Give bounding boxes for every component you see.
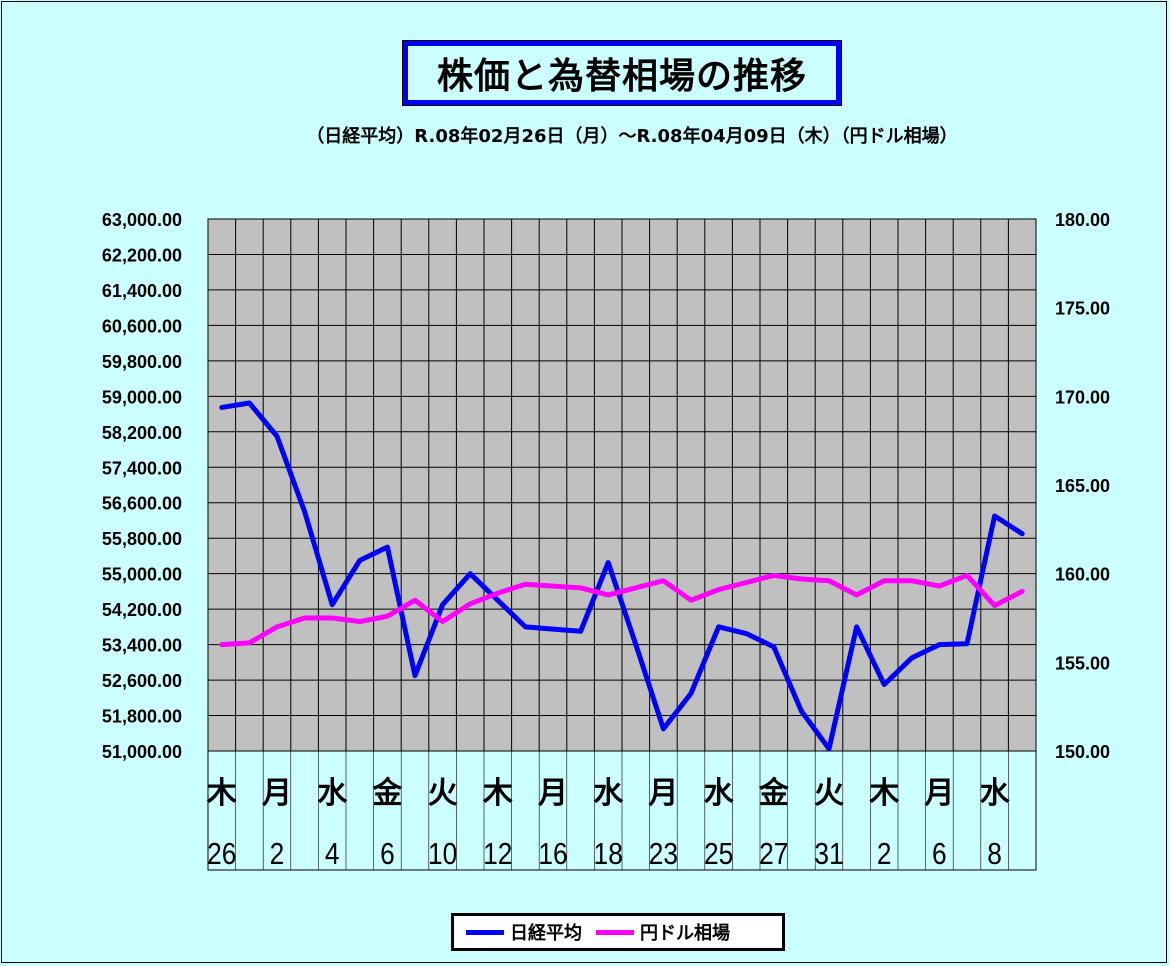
right-tick-label: 170.00: [1055, 387, 1110, 407]
series-line-nikkei: [219, 400, 1025, 752]
x-weekday-label: 火: [814, 776, 844, 811]
x-day-label: 25: [704, 837, 733, 871]
legend-label-yen: 円ドル相場: [640, 923, 730, 944]
left-tick-label: 51,800.00: [102, 707, 182, 727]
x-day-label: 27: [759, 837, 788, 871]
x-weekday-label: 月: [262, 776, 292, 811]
right-tick-label: 175.00: [1055, 299, 1110, 319]
x-weekday-label: 水: [317, 776, 348, 811]
x-day-label: 6: [380, 837, 395, 871]
x-weekday-label: 木: [206, 776, 237, 811]
x-day-label: 2: [270, 837, 285, 871]
x-day-label: 23: [649, 837, 678, 871]
legend-item-nikkei: 日経平均: [466, 919, 582, 945]
x-day-label: 2: [877, 837, 892, 871]
left-tick-label: 55,000.00: [102, 565, 182, 585]
x-weekday-label: 金: [371, 776, 403, 811]
x-weekday-label: 水: [980, 776, 1011, 811]
x-weekday-label: 水: [704, 776, 735, 811]
x-weekday-label: 木: [482, 776, 513, 811]
left-tick-label: 51,000.00: [102, 742, 182, 762]
left-tick-label: 57,400.00: [102, 458, 182, 478]
left-tick-label: 59,000.00: [102, 387, 182, 407]
x-day-label: 8: [987, 837, 1002, 871]
left-tick-label: 52,600.00: [102, 671, 182, 691]
x-weekday-label: 月: [924, 776, 954, 811]
left-tick-label: 58,200.00: [102, 423, 182, 443]
right-tick-label: 180.00: [1055, 210, 1110, 230]
left-tick-label: 55,800.00: [102, 529, 182, 549]
x-day-label: 10: [428, 837, 457, 871]
right-tick-label: 160.00: [1055, 565, 1110, 585]
legend: 日経平均 円ドル相場: [451, 913, 785, 951]
left-tick-label: 56,600.00: [102, 494, 182, 514]
left-tick-label: 63,000.00: [102, 210, 182, 230]
left-tick-label: 53,400.00: [102, 636, 182, 656]
x-weekday-label: 月: [648, 776, 678, 811]
legend-item-yen: 円ドル相場: [596, 919, 730, 945]
x-weekday-label: 火: [428, 776, 458, 811]
series-line-yen: [219, 572, 1025, 648]
x-day-label: 4: [325, 837, 340, 871]
x-weekday-label: 水: [593, 776, 624, 811]
chart-svg: 63,000.00 62,200.00 61,400.00 60,600.00 59,8…: [102, 210, 1110, 872]
left-tick-label: 59,800.00: [102, 352, 182, 372]
right-tick-label: 150.00: [1055, 742, 1110, 762]
left-tick-label: 62,200.00: [102, 245, 182, 265]
chart-title: 株価と為替相場の推移: [436, 56, 807, 97]
x-weekday-label: 金: [758, 776, 790, 811]
x-day-label: 6: [932, 837, 947, 871]
left-tick-label: 54,200.00: [102, 600, 182, 620]
legend-swatch-yen: [596, 929, 634, 935]
left-tick-label: 61,400.00: [102, 281, 182, 301]
x-day-label: 12: [483, 837, 512, 871]
x-day-label: 31: [814, 837, 843, 871]
x-day-label: 18: [594, 837, 623, 871]
left-tick-label: 60,600.00: [102, 316, 182, 336]
x-weekday-label: 木: [868, 776, 899, 811]
legend-swatch-nikkei: [466, 929, 504, 935]
chart-subtitle: （日経平均）R.08年02月26日（月）～R.08年04月09日（木）（円ドル相…: [306, 126, 958, 147]
x-weekday-label: 月: [538, 776, 568, 811]
x-day-label: 16: [538, 837, 567, 871]
right-tick-label: 155.00: [1055, 653, 1110, 673]
chart-title-box: 株価と為替相場の推移: [402, 40, 842, 106]
right-tick-label: 165.00: [1055, 476, 1110, 496]
legend-label-nikkei: 日経平均: [510, 923, 582, 944]
x-day-label: 26: [207, 837, 236, 871]
